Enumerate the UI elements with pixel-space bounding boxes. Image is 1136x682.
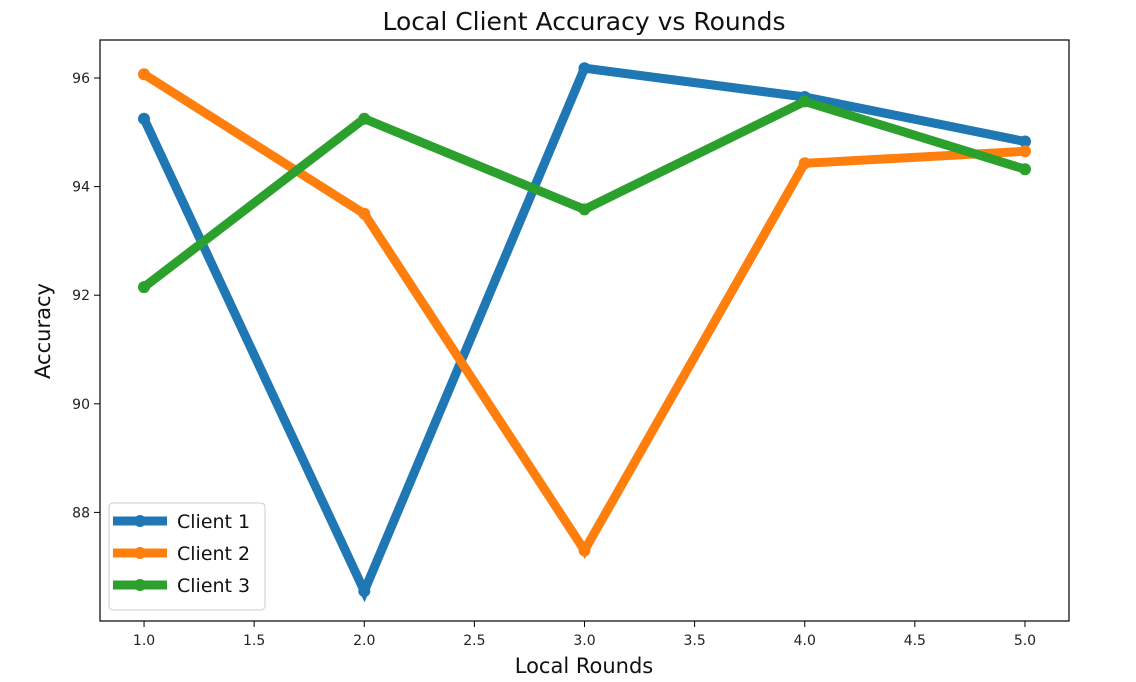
legend-item-client-1: Client 1 xyxy=(113,511,250,533)
y-tick-label: 96 xyxy=(72,71,90,87)
x-tick-label: 3.5 xyxy=(683,633,705,649)
x-tick-label: 4.5 xyxy=(904,633,926,649)
x-tick-label: 2.0 xyxy=(353,633,375,649)
legend-marker xyxy=(134,515,146,527)
data-point xyxy=(358,207,371,220)
y-tick-label: 90 xyxy=(72,397,90,413)
x-axis-title: Local Rounds xyxy=(515,654,654,678)
data-point xyxy=(138,281,150,294)
data-point xyxy=(578,544,591,557)
data-point xyxy=(798,95,811,108)
data-point xyxy=(358,585,371,598)
y-tick-label: 94 xyxy=(72,180,90,196)
data-point xyxy=(358,112,371,125)
data-point xyxy=(138,68,150,81)
data-point xyxy=(138,112,150,125)
y-axis-title: Accuracy xyxy=(31,283,55,379)
data-point xyxy=(578,62,591,75)
x-tick-label: 1.5 xyxy=(243,633,265,649)
y-tick-label: 88 xyxy=(72,505,90,521)
chart-title: Local Client Accuracy vs Rounds xyxy=(382,7,785,36)
x-tick-label: 5.0 xyxy=(1014,633,1036,649)
legend-item-client-3: Client 3 xyxy=(113,575,250,597)
y-axis-ticks: 88 90 92 94 96 xyxy=(72,71,100,521)
legend-item-client-2: Client 2 xyxy=(113,543,250,565)
legend-marker xyxy=(134,547,146,559)
legend-label: Client 2 xyxy=(177,543,250,565)
x-tick-label: 3.0 xyxy=(573,633,595,649)
data-point xyxy=(578,203,591,216)
x-tick-label: 2.5 xyxy=(463,633,485,649)
series-client-3 xyxy=(138,95,1031,294)
series-layer xyxy=(138,62,1031,603)
legend-label: Client 1 xyxy=(177,511,250,533)
data-point xyxy=(1019,163,1031,176)
data-point xyxy=(1019,135,1031,148)
legend-marker xyxy=(134,579,146,591)
series-client-2 xyxy=(138,68,1031,560)
x-axis-ticks: 1.0 1.5 2.0 2.5 3.0 3.5 4.0 4.5 5.0 xyxy=(133,621,1036,649)
y-tick-label: 92 xyxy=(72,288,90,304)
x-tick-label: 4.0 xyxy=(794,633,816,649)
legend-label: Client 3 xyxy=(177,575,250,597)
data-point xyxy=(798,157,811,170)
x-tick-label: 1.0 xyxy=(133,633,155,649)
data-point xyxy=(1019,145,1031,158)
legend: Client 1 Client 2 Client 3 xyxy=(108,502,266,611)
